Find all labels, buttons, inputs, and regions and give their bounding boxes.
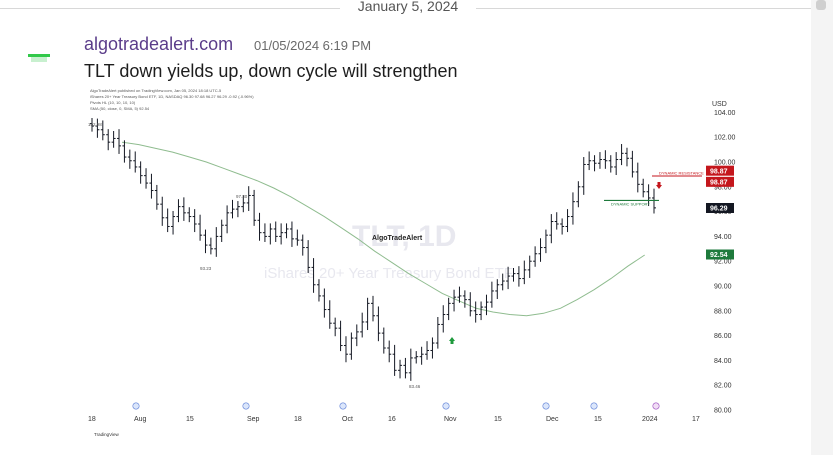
y-tick-label: 84.00 [714, 358, 732, 365]
price-tag-label: 98.87 [710, 168, 728, 175]
y-tick-label: 88.00 [714, 308, 732, 315]
chart-header-line3: Pivots HL (10, 10, 10, 10) [90, 100, 136, 105]
chart-annotations: 102.98 97.30 93.23 83.46 DYNAMIC RESISTANCE D… [88, 122, 704, 389]
dynamic-support-label: DYNAMIC SUPPORT [611, 201, 650, 206]
x-tick-label: Oct [342, 416, 353, 423]
event-badge-icon [242, 402, 250, 410]
event-badge-icon [590, 402, 598, 410]
chart-watermark-subtitle: iShares 20+ Year Treasury Bond ETF [264, 265, 513, 282]
y-tick-label: 92.00 [714, 259, 732, 266]
dynamic-resistance-label: DYNAMIC RESISTANCE [659, 171, 704, 176]
pivot-low-label: 93.23 [200, 266, 212, 271]
message-timestamp: 01/05/2024 6:19 PM [254, 38, 372, 53]
y-tick-label: 104.00 [714, 110, 736, 117]
y-tick-label: 98.00 [714, 184, 732, 191]
chart-header-line2: iShares 20+ Year Treasury Bond ETF, 1D, … [90, 94, 254, 99]
chart-author-watermark: AlgoTradeAlert [372, 235, 423, 242]
down-arrow-stem [657, 182, 661, 185]
currency-label: USD [712, 101, 727, 108]
x-axis: 18 Aug 15 Sep 18 Oct 16 Nov 15 Dec 15 2024 17 [88, 402, 700, 423]
price-tag [706, 249, 734, 260]
price-tag [706, 165, 734, 176]
event-badge-icon [652, 402, 660, 410]
x-tick-label: 15 [186, 416, 194, 423]
price-tag [706, 203, 734, 214]
avatar-mark-icon [28, 54, 50, 57]
up-arrow-stem [450, 341, 454, 344]
down-arrow-icon [656, 185, 662, 189]
pivot-low-label: 83.46 [409, 384, 421, 389]
tradingview-footer: TradingView [94, 432, 120, 437]
y-tick-label: 82.00 [714, 383, 732, 390]
price-tag-label: 98.87 [710, 179, 728, 186]
sma-series-line [121, 141, 645, 317]
x-tick-label: Nov [444, 416, 457, 423]
event-badge-icon [442, 402, 450, 410]
divider-line-right [476, 8, 811, 9]
date-divider: January 5, 2024 [0, 0, 833, 18]
x-tick-label: 15 [594, 416, 602, 423]
y-tick-label: 80.00 [714, 408, 732, 415]
price-tag [706, 176, 734, 187]
chart-image[interactable]: AlgoTradeAlert published on TradingView.… [84, 88, 744, 444]
x-tick-label: 15 [494, 416, 502, 423]
y-tick-label: 100.00 [714, 160, 736, 167]
pivot-high-label: 102.98 [88, 122, 102, 127]
x-tick-label: 2024 [642, 416, 658, 423]
x-tick-label: Sep [247, 416, 260, 423]
y-axis: 104.00102.00100.0098.0096.0094.0092.0090… [714, 110, 736, 415]
tlt-chart: AlgoTradeAlert published on TradingView.… [88, 88, 736, 437]
scrollbar-thumb[interactable] [816, 0, 826, 10]
price-tags: 98.87 98.87 96.29 92.54 [706, 165, 734, 260]
message-author[interactable]: algotradealert.com [84, 34, 234, 54]
x-tick-label: Aug [134, 416, 147, 423]
y-tick-label: 86.00 [714, 333, 732, 340]
x-tick-label: 18 [88, 416, 96, 423]
x-tick-label: 18 [294, 416, 302, 423]
event-badge-icon [542, 402, 550, 410]
x-tick-label: 17 [692, 416, 700, 423]
avatar-glow [31, 57, 47, 62]
price-bars [90, 117, 656, 381]
scrollbar-track[interactable] [811, 0, 833, 455]
price-tag-label: 96.29 [710, 206, 728, 213]
chart-header-line1: AlgoTradeAlert published on TradingView.… [90, 88, 222, 93]
sma-line [121, 141, 645, 317]
x-tick-label: Dec [546, 416, 559, 423]
pivot-high-label: 97.30 [236, 194, 248, 199]
event-badge-icon [339, 402, 347, 410]
x-tick-label: 16 [388, 416, 396, 423]
up-arrow-icon [449, 337, 455, 341]
y-tick-label: 94.00 [714, 234, 732, 241]
event-badge-icon [132, 402, 140, 410]
y-tick-label: 90.00 [714, 284, 732, 291]
y-tick-label: 102.00 [714, 135, 736, 142]
price-tag-label: 92.54 [710, 252, 728, 259]
date-label: January 5, 2024 [357, 0, 459, 14]
message-text: TLT down yields up, down cycle will stre… [84, 61, 458, 81]
avatar[interactable] [28, 50, 50, 62]
divider-line-left [0, 8, 340, 9]
chart-header-line4: SMA (50, close, 0, SMA, 5) 92.54 [90, 106, 150, 111]
